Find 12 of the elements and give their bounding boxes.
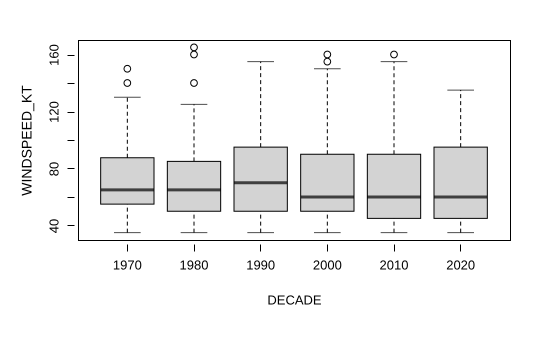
x-axis-title: DECADE [267, 292, 322, 308]
y-tick-label: 40 [46, 218, 62, 234]
x-tick-label: 1980 [180, 258, 208, 272]
x-tick-label: 2020 [446, 258, 476, 272]
x-tick-label: 1970 [112, 258, 142, 272]
y-axis-title: WINDSPEED_KT [18, 84, 34, 196]
y-tick-label: 120 [46, 101, 62, 123]
x-tick-label: 2000 [312, 258, 342, 272]
y-tick-label: 160 [46, 44, 62, 66]
x-tick-label: 1990 [246, 258, 276, 272]
y-tick-label: 80 [46, 162, 62, 176]
x-tick-label: 2010 [380, 258, 408, 272]
